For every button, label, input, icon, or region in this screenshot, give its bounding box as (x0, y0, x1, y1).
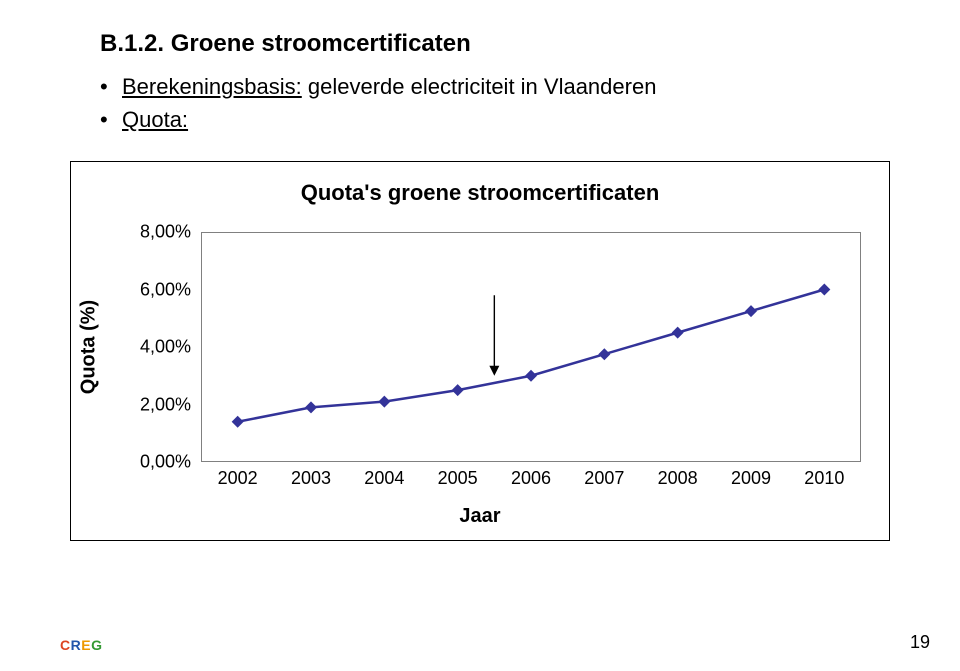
x-tick-label: 2009 (731, 462, 771, 489)
data-marker-diamond (745, 305, 757, 317)
chart-title: Quota's groene stroomcertificaten (71, 162, 889, 206)
data-marker-diamond (598, 348, 610, 360)
bullet-item-quota: Quota: (100, 103, 900, 136)
x-tick-label: 2007 (584, 462, 624, 489)
x-tick-label: 2002 (218, 462, 258, 489)
chart-svg (201, 232, 861, 462)
data-marker-diamond (232, 416, 244, 428)
x-tick-label: 2005 (438, 462, 478, 489)
data-marker-diamond (378, 396, 390, 408)
logo-letter-c: C (60, 637, 71, 653)
plot-area: 0,00%2,00%4,00%6,00%8,00%200220032004200… (201, 232, 861, 462)
x-tick-label: 2006 (511, 462, 551, 489)
logo-letter-e: E (81, 637, 91, 653)
y-tick-label: 2,00% (121, 394, 201, 415)
data-marker-diamond (305, 401, 317, 413)
bullet-list: Berekeningsbasis: geleverde electricitei… (100, 70, 900, 136)
x-tick-label: 2010 (804, 462, 844, 489)
y-tick-label: 0,00% (121, 452, 201, 473)
y-tick-label: 8,00% (121, 222, 201, 243)
data-marker-diamond (818, 284, 830, 296)
logo-letter-g: G (91, 637, 102, 653)
slide-page: B.1.2. Groene stroomcertificaten Bereken… (0, 0, 960, 671)
annotation-arrow-head (489, 366, 499, 376)
x-tick-label: 2008 (658, 462, 698, 489)
bullet-label-underline: Berekeningsbasis: (122, 74, 302, 99)
chart-container: Quota's groene stroomcertificaten Quota … (70, 161, 890, 541)
y-tick-label: 4,00% (121, 337, 201, 358)
brand-logo: CREG (60, 637, 102, 653)
bullet-text: geleverde electriciteit in Vlaanderen (302, 74, 657, 99)
data-marker-diamond (452, 384, 464, 396)
data-line (238, 290, 825, 422)
x-tick-label: 2003 (291, 462, 331, 489)
y-tick-label: 6,00% (121, 279, 201, 300)
data-marker-diamond (672, 327, 684, 339)
page-number: 19 (910, 632, 930, 653)
x-tick-label: 2004 (364, 462, 404, 489)
data-marker-diamond (525, 370, 537, 382)
section-heading: B.1.2. Groene stroomcertificaten (100, 30, 900, 58)
y-axis-label: Quota (%) (78, 300, 101, 394)
x-axis-label: Jaar (459, 505, 500, 528)
bullet-item-basis: Berekeningsbasis: geleverde electricitei… (100, 70, 900, 103)
bullet-label-underline: Quota: (122, 107, 188, 132)
logo-letter-r: R (71, 637, 82, 653)
